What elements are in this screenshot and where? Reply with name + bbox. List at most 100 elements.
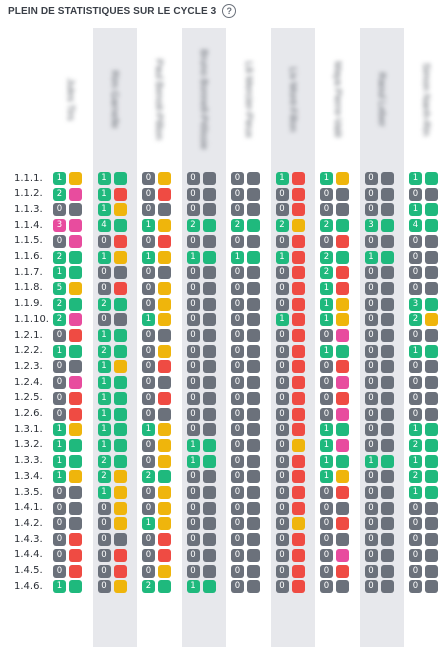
stat-cell[interactable]: 0 <box>231 172 263 185</box>
stat-cell[interactable]: 1 <box>97 187 130 201</box>
stat-cell[interactable]: 0 <box>97 266 130 280</box>
stat-cell[interactable]: 0 <box>231 297 263 311</box>
stat-cell[interactable]: 1 <box>320 344 352 358</box>
stat-cell[interactable]: 0 <box>186 172 219 185</box>
stat-cell[interactable]: 0 <box>186 423 219 437</box>
stat-cell[interactable]: 0 <box>364 234 397 248</box>
stat-cell[interactable]: 0 <box>142 329 174 342</box>
stat-cell[interactable]: 1 <box>186 580 219 594</box>
stat-cell[interactable]: 0 <box>275 438 308 452</box>
stat-cell[interactable]: 0 <box>142 187 174 201</box>
stat-cell[interactable]: 0 <box>275 329 308 342</box>
stat-cell[interactable]: 0 <box>409 187 441 201</box>
stat-cell[interactable]: 3 <box>409 297 441 311</box>
stat-cell[interactable]: 2 <box>275 219 308 233</box>
stat-cell[interactable]: 0 <box>53 501 85 515</box>
stat-cell[interactable]: 1 <box>320 423 352 437</box>
student-column-header[interactable]: Liv Mont-Fillon <box>271 30 315 168</box>
stat-cell[interactable]: 0 <box>275 501 308 515</box>
stat-cell[interactable]: 0 <box>186 234 219 248</box>
stat-cell[interactable]: 0 <box>186 203 219 217</box>
stat-cell[interactable]: 0 <box>53 548 85 562</box>
stat-cell[interactable]: 2 <box>231 219 263 233</box>
stat-cell[interactable]: 0 <box>231 391 263 405</box>
stat-cell[interactable]: 0 <box>364 344 397 358</box>
stat-cell[interactable]: 0 <box>231 344 263 358</box>
stat-cell[interactable]: 0 <box>186 533 219 547</box>
stat-cell[interactable]: 1 <box>409 454 441 468</box>
stat-cell[interactable]: 0 <box>231 486 263 499</box>
stat-cell[interactable]: 0 <box>364 438 397 452</box>
stat-cell[interactable]: 0 <box>275 203 308 217</box>
stat-cell[interactable]: 0 <box>53 517 85 531</box>
stat-cell[interactable]: 0 <box>142 391 174 405</box>
stat-cell[interactable]: 0 <box>142 501 174 515</box>
stat-cell[interactable]: 4 <box>409 219 441 233</box>
stat-cell[interactable]: 0 <box>53 391 85 405</box>
stat-cell[interactable]: 1 <box>142 423 174 437</box>
stat-cell[interactable]: 2 <box>53 297 85 311</box>
stat-cell[interactable]: 1 <box>53 344 85 358</box>
stat-cell[interactable]: 0 <box>186 187 219 201</box>
stat-cell[interactable]: 1 <box>186 250 219 264</box>
stat-cell[interactable]: 2 <box>97 297 130 311</box>
stat-cell[interactable]: 1 <box>97 203 130 217</box>
stat-cell[interactable]: 0 <box>53 203 85 217</box>
stat-cell[interactable]: 1 <box>53 423 85 437</box>
stat-cell[interactable]: 0 <box>53 564 85 578</box>
stat-cell[interactable]: 0 <box>53 407 85 421</box>
stat-cell[interactable]: 0 <box>142 376 174 390</box>
stat-cell[interactable]: 0 <box>364 391 397 405</box>
stat-cell[interactable]: 0 <box>97 281 130 295</box>
stat-cell[interactable]: 1 <box>53 172 85 185</box>
stat-cell[interactable]: 0 <box>320 517 352 531</box>
stat-cell[interactable]: 0 <box>53 329 85 342</box>
stat-cell[interactable]: 0 <box>142 407 174 421</box>
stat-cell[interactable]: 0 <box>275 486 308 499</box>
stat-cell[interactable]: 0 <box>231 517 263 531</box>
stat-cell[interactable]: 2 <box>320 250 352 264</box>
stat-cell[interactable]: 0 <box>186 391 219 405</box>
stat-cell[interactable]: 2 <box>97 470 130 484</box>
stat-cell[interactable]: 0 <box>275 533 308 547</box>
stat-cell[interactable]: 0 <box>364 548 397 562</box>
stat-cell[interactable]: 0 <box>364 203 397 217</box>
stat-cell[interactable]: 0 <box>97 564 130 578</box>
stat-cell[interactable]: 0 <box>231 580 263 594</box>
stat-cell[interactable]: 0 <box>275 517 308 531</box>
stat-cell[interactable]: 5 <box>53 281 85 295</box>
stat-cell[interactable]: 0 <box>409 533 441 547</box>
stat-cell[interactable]: 1 <box>97 486 130 499</box>
stat-cell[interactable]: 3 <box>53 219 85 233</box>
stat-cell[interactable]: 0 <box>364 470 397 484</box>
stat-cell[interactable]: 1 <box>53 438 85 452</box>
stat-cell[interactable]: 3 <box>364 219 397 233</box>
stat-cell[interactable]: 0 <box>186 517 219 531</box>
stat-cell[interactable]: 0 <box>231 376 263 390</box>
stat-cell[interactable]: 1 <box>97 329 130 342</box>
stat-cell[interactable]: 0 <box>320 203 352 217</box>
stat-cell[interactable]: 0 <box>97 517 130 531</box>
stat-cell[interactable]: 0 <box>186 470 219 484</box>
stat-cell[interactable]: 1 <box>409 344 441 358</box>
stat-cell[interactable]: 2 <box>97 454 130 468</box>
stat-cell[interactable]: 0 <box>409 329 441 342</box>
student-column-header[interactable]: Lili Mercier-Pieux <box>226 30 270 168</box>
stat-cell[interactable]: 0 <box>275 391 308 405</box>
stat-cell[interactable]: 0 <box>142 344 174 358</box>
stat-cell[interactable]: 0 <box>364 187 397 201</box>
stat-cell[interactable]: 0 <box>275 297 308 311</box>
stat-cell[interactable]: 1 <box>320 313 352 327</box>
stat-cell[interactable]: 0 <box>409 564 441 578</box>
stat-cell[interactable]: 0 <box>409 580 441 594</box>
stat-cell[interactable]: 0 <box>97 548 130 562</box>
stat-cell[interactable]: 0 <box>186 486 219 499</box>
stat-cell[interactable]: 0 <box>97 234 130 248</box>
stat-cell[interactable]: 0 <box>231 360 263 374</box>
stat-cell[interactable]: 0 <box>320 564 352 578</box>
stat-cell[interactable]: 2 <box>409 470 441 484</box>
stat-cell[interactable]: 0 <box>186 564 219 578</box>
student-column-header[interactable]: Paul Benoit-Pillion <box>137 30 181 168</box>
stat-cell[interactable]: 0 <box>320 548 352 562</box>
stat-cell[interactable]: 2 <box>97 344 130 358</box>
